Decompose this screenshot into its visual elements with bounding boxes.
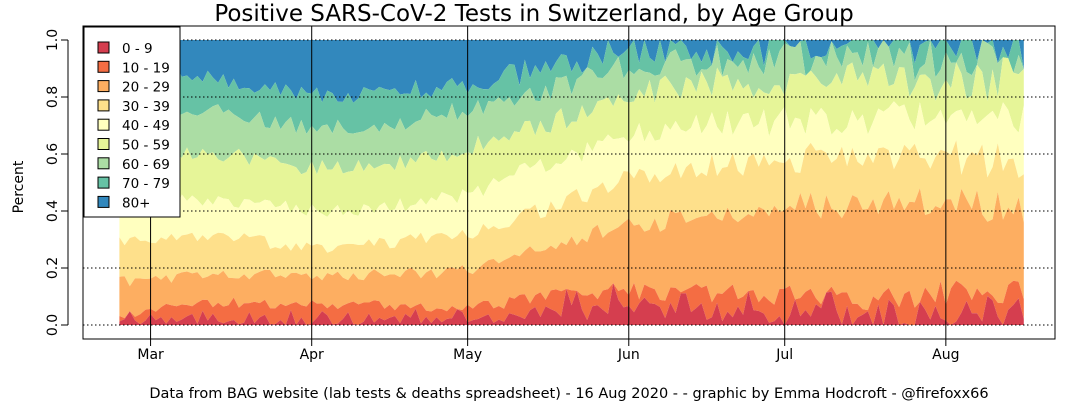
area-series-3	[119, 188, 1024, 319]
legend-swatch	[97, 195, 110, 208]
area-series-6	[119, 57, 1024, 217]
chart-caption: Data from BAG website (lab tests & death…	[149, 386, 988, 402]
x-tick-label: Apr	[300, 347, 324, 363]
area-series-1	[119, 283, 1024, 325]
y-tick-label: 0.2	[45, 257, 61, 279]
area-layers	[119, 40, 1024, 325]
y-tick-label: 0.6	[45, 143, 61, 165]
plot-frame	[82, 25, 1056, 340]
area-series-4	[119, 140, 1024, 287]
legend: 0 - 9 10 - 19 20 - 29 30 - 39 40 - 49 50 - 59…	[83, 26, 181, 218]
legend-label: 70 - 79	[122, 176, 170, 192]
chart-title: Positive SARS-CoV-2 Tests in Switzerland…	[214, 1, 853, 27]
y-tick-label: 0.8	[45, 86, 61, 108]
legend-label: 80+	[122, 195, 151, 211]
legend-swatch	[97, 157, 110, 170]
x-tick-label: Mar	[137, 347, 164, 363]
area-series-8	[119, 40, 1024, 134]
legend-swatch	[97, 60, 110, 73]
legend-label: 0 - 9	[122, 41, 153, 57]
legend-label: 30 - 39	[122, 99, 170, 115]
area-series-5	[119, 101, 1024, 253]
area-series-2	[119, 280, 1024, 325]
legend-swatch	[97, 118, 110, 131]
legend-swatch	[97, 176, 110, 189]
x-axis: Mar Apr May Jun Jul Aug	[137, 339, 960, 363]
legend-swatch	[97, 138, 110, 150]
legend-swatch	[97, 99, 110, 112]
x-tick-label: Jul	[775, 347, 793, 363]
legend-swatch	[97, 80, 110, 93]
area-series-9	[119, 40, 1024, 103]
y-tick-label: 1.0	[45, 29, 61, 51]
y-axis-label: Percent	[11, 160, 27, 213]
y-tick-label: 0.0	[45, 314, 61, 336]
legend-label: 40 - 49	[122, 118, 170, 134]
x-tick-label: May	[453, 347, 482, 363]
x-tick-label: Aug	[932, 347, 959, 363]
x-tick-label: Jun	[617, 347, 640, 363]
legend-label: 10 - 19	[122, 60, 170, 76]
area-series-7	[119, 40, 1024, 175]
y-tick-label: 0.4	[45, 200, 61, 222]
legend-label: 60 - 69	[122, 157, 170, 173]
legend-swatch	[97, 41, 110, 54]
legend-label: 50 - 59	[122, 138, 170, 154]
legend-label: 20 - 29	[122, 80, 170, 96]
y-axis: 0.0 0.2 0.4 0.6 0.8 1.0	[45, 29, 69, 336]
